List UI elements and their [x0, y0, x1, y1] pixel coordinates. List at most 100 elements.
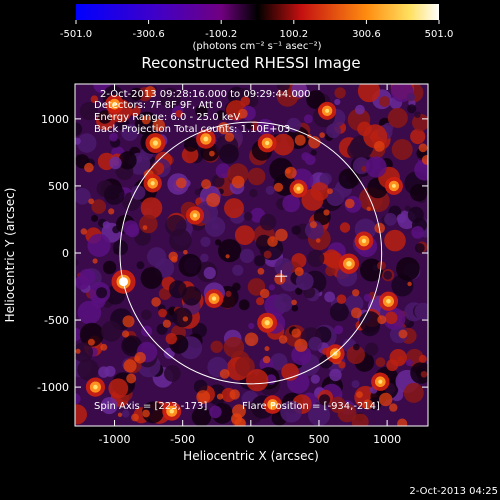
texture-blob — [75, 327, 82, 342]
texture-blob — [88, 198, 95, 205]
texture-blob — [87, 338, 95, 346]
texture-blob — [118, 151, 137, 170]
texture-blob — [193, 379, 208, 394]
bright-source-core — [152, 140, 158, 146]
texture-blob — [397, 418, 408, 426]
texture-blob — [339, 222, 351, 233]
texture-blob — [356, 391, 363, 398]
texture-blob — [244, 332, 259, 347]
colorbar-tick-label: -300.6 — [132, 29, 164, 40]
y-tick-label: 500 — [48, 180, 69, 193]
texture-blob — [79, 102, 98, 121]
texture-blob — [249, 189, 258, 198]
texture-blob — [235, 356, 255, 377]
bright-source-core — [93, 384, 98, 390]
texture-blob — [201, 179, 212, 190]
texture-blob — [131, 413, 139, 422]
texture-blob — [319, 394, 331, 406]
texture-blob — [112, 114, 117, 119]
texture-blob — [210, 340, 223, 353]
texture-blob — [121, 335, 142, 357]
texture-blob — [238, 299, 250, 311]
texture-blob — [294, 134, 306, 146]
texture-blob — [414, 243, 425, 253]
texture-blob — [310, 374, 320, 384]
y-tick-label: -500 — [44, 314, 69, 327]
texture-blob — [403, 382, 424, 403]
texture-blob — [176, 177, 187, 189]
texture-blob — [98, 366, 110, 378]
texture-blob — [254, 255, 266, 267]
chart-title: Reconstructed RHESSI Image — [141, 54, 360, 72]
texture-blob — [246, 369, 269, 392]
texture-blob — [274, 257, 293, 277]
texture-blob — [151, 297, 161, 307]
texture-blob — [329, 302, 349, 322]
texture-blob — [75, 393, 81, 405]
texture-blob — [178, 253, 202, 277]
texture-blob — [158, 287, 172, 300]
texture-blob — [294, 338, 308, 352]
texture-blob — [80, 228, 88, 235]
texture-blob — [362, 399, 373, 410]
texture-blob — [329, 368, 342, 382]
texture-blob — [77, 300, 102, 325]
texture-blob — [108, 208, 115, 215]
texture-blob — [136, 261, 145, 270]
texture-blob — [421, 155, 428, 165]
plot-area — [75, 84, 428, 426]
texture-blob — [152, 119, 165, 132]
detectors-text: Detectors: 7F 8F 9F, Att 0 — [94, 100, 222, 111]
texture-blob — [319, 172, 332, 186]
texture-blob — [351, 307, 362, 319]
texture-blob — [75, 348, 81, 354]
texture-blob — [407, 281, 412, 287]
colorbar-tick-label: -501.0 — [60, 29, 92, 40]
texture-blob — [263, 250, 272, 259]
texture-blob — [294, 267, 304, 277]
texture-blob — [215, 239, 222, 246]
texture-blob — [384, 311, 398, 325]
x-axis-label: Heliocentric X (arcsec) — [183, 449, 319, 463]
texture-blob — [365, 156, 387, 178]
texture-blob — [209, 150, 215, 157]
texture-blob — [414, 302, 428, 320]
bright-source-core — [264, 320, 270, 326]
image-info: 2-Oct-2013 09:28:16.000 to 09:29:44.000 … — [94, 89, 380, 412]
bright-source-core — [192, 213, 197, 218]
texture-blob — [79, 322, 104, 347]
texture-blob — [310, 182, 330, 201]
texture-blob — [245, 122, 254, 130]
texture-blob — [129, 87, 143, 101]
texture-blob — [123, 359, 137, 373]
texture-blob — [396, 213, 407, 224]
bright-source-core — [386, 298, 391, 304]
texture-blob — [206, 193, 221, 207]
texture-blob — [183, 137, 199, 152]
spin-axis-marker — [275, 270, 288, 283]
texture-blob — [219, 369, 230, 379]
texture-blob — [109, 132, 118, 142]
texture-blob — [224, 198, 244, 219]
texture-blob — [325, 265, 336, 277]
texture-blob — [363, 293, 372, 302]
spin-axis-text: Spin Axis = [223,-173] — [94, 401, 207, 412]
texture-blob — [389, 403, 398, 412]
texture-blob — [309, 221, 317, 229]
texture-blob — [91, 199, 106, 214]
texture-blob — [255, 234, 273, 251]
texture-blob — [308, 404, 331, 426]
texture-blob — [278, 335, 288, 344]
texture-blob — [418, 354, 427, 363]
bright-source-core — [378, 379, 383, 384]
texture-blob — [144, 86, 156, 98]
colorbar-tick-label: 300.6 — [352, 29, 381, 40]
texture-blob — [158, 308, 168, 318]
solar-limb-circle — [119, 121, 383, 385]
bright-source-core — [391, 183, 396, 188]
texture-blob — [345, 198, 355, 209]
texture-blob — [379, 392, 393, 407]
texture-blob — [122, 315, 135, 328]
bright-source-core — [150, 181, 155, 186]
